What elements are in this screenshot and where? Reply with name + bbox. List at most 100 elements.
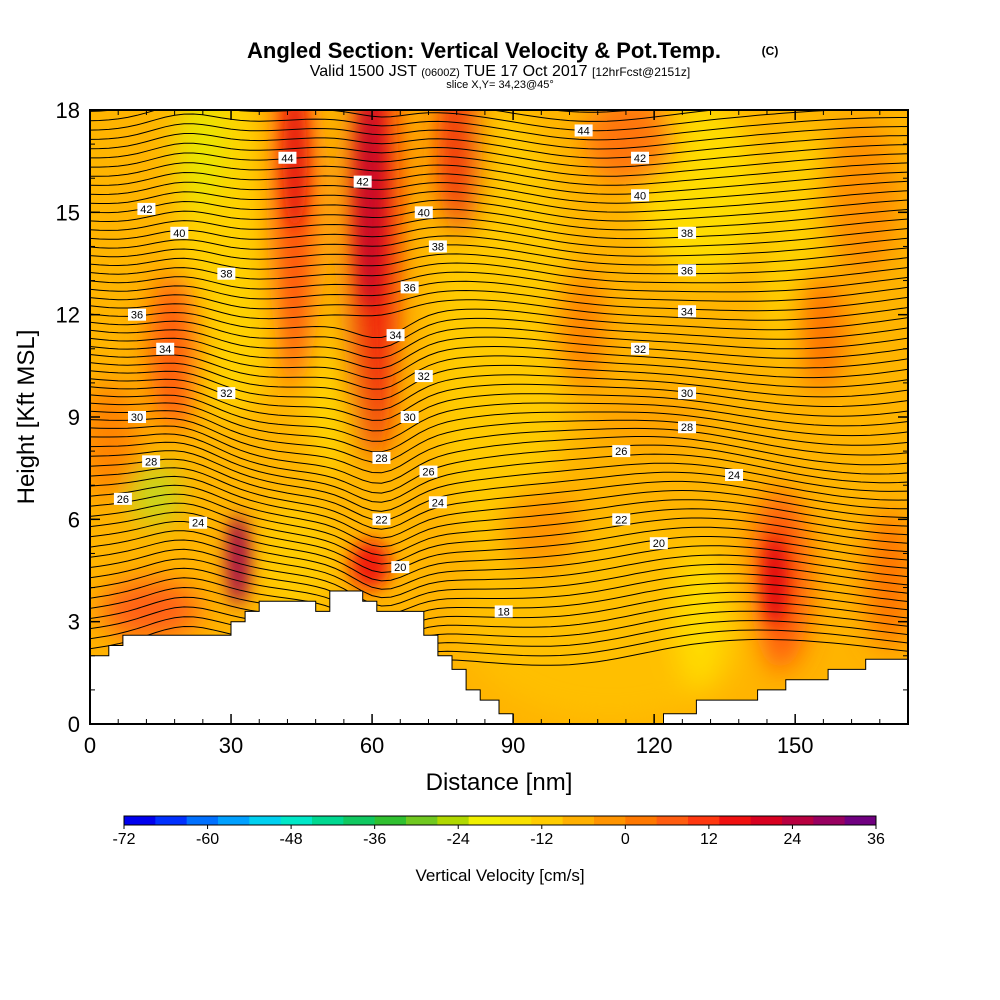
potential-temperature-contours (90, 110, 908, 674)
isentrope-line (90, 217, 908, 240)
y-tick-label: 6 (68, 507, 80, 532)
contour-label: 42 (631, 151, 650, 165)
svg-text:28: 28 (681, 422, 693, 434)
contour-label: 26 (113, 492, 132, 506)
svg-text:32: 32 (220, 388, 232, 400)
svg-text:34: 34 (159, 344, 171, 356)
colorbar-swatch (218, 816, 250, 825)
contour-label: 40 (631, 189, 650, 202)
colorbar-swatch (406, 816, 438, 825)
isentrope-line (90, 521, 908, 582)
contour-label: 40 (170, 226, 189, 240)
svg-text:38: 38 (432, 241, 444, 253)
isentrope-line (90, 625, 908, 674)
isentrope-line (90, 317, 908, 349)
contour-label: 32 (631, 342, 650, 356)
contour-label: 20 (649, 537, 668, 550)
colorbar-tick-label: -24 (447, 831, 470, 848)
isentrope-line (90, 299, 908, 321)
svg-text:40: 40 (173, 228, 185, 240)
isentrope-line (90, 539, 908, 599)
isentrope-line (90, 548, 908, 607)
isentrope-line (90, 308, 908, 338)
isentrope-line (90, 616, 908, 665)
svg-text:36: 36 (681, 265, 693, 277)
contour-label: 22 (372, 513, 391, 526)
contour-label: 38 (217, 267, 236, 281)
isentrope-line (90, 123, 908, 150)
svg-text:36: 36 (404, 282, 416, 294)
contour-label: 44 (278, 151, 297, 165)
colorbar-swatch (500, 816, 532, 825)
isentrope-line (90, 253, 908, 275)
svg-text:36: 36 (131, 310, 143, 322)
contour-label: 36 (678, 264, 697, 277)
colorbar-swatch (531, 816, 564, 825)
isentrope-line (90, 208, 908, 231)
isentrope-line (90, 345, 908, 380)
isentrope-line (90, 354, 908, 390)
valid-time-line: Valid 1500 JST (0600Z) TUE 17 Oct 2017 [… (310, 63, 690, 80)
colorbar-swatch (312, 816, 344, 825)
y-tick-label: 3 (68, 610, 80, 635)
isentrope-line (90, 171, 908, 195)
contour-label: 30 (128, 411, 147, 424)
contour-labels: 44 44 42 42 42 40 40 40 38 38 38 36 36 36 34 34 34 32 32 32… (113, 124, 744, 618)
colorbar-tick-label: -12 (530, 831, 553, 848)
contour-label: 40 (414, 206, 433, 219)
colorbar-tick-label: 36 (867, 831, 885, 848)
valid-prefix: Valid 1500 JST (310, 63, 418, 80)
contour-label: 38 (428, 240, 447, 253)
contour-label: 26 (612, 445, 631, 458)
colorbar-swatch (594, 816, 626, 825)
isentrope-line (90, 441, 908, 503)
contour-label: 30 (400, 411, 419, 424)
isentrope-line (90, 226, 908, 248)
forecast-tag: [12hrFcst@2151z] (592, 65, 690, 79)
colorbar-swatch (186, 816, 219, 825)
contour-label: 32 (217, 387, 236, 400)
isentrope-line (90, 336, 908, 369)
svg-text:44: 44 (281, 153, 293, 165)
svg-text:22: 22 (375, 514, 387, 526)
isentrope-line (90, 433, 908, 494)
contour-label: 24 (725, 468, 744, 482)
colorbar-tick-label: 24 (784, 831, 802, 848)
isentrope-line (90, 235, 908, 257)
isentrope-line (90, 142, 908, 168)
contour-label: 34 (678, 305, 697, 318)
y-tick-label: 15 (56, 200, 80, 225)
x-tick-label: 90 (501, 733, 525, 758)
svg-text:26: 26 (422, 467, 434, 479)
y-tick-label: 9 (68, 405, 80, 430)
colorbar-swatch (280, 816, 313, 825)
svg-text:42: 42 (357, 177, 369, 189)
svg-text:24: 24 (192, 518, 204, 530)
svg-text:24: 24 (432, 497, 444, 509)
valid-date: TUE 17 Oct 2017 (464, 63, 588, 80)
isentrope-line (90, 410, 908, 463)
y-tick-label: 18 (56, 98, 80, 123)
svg-text:28: 28 (145, 456, 157, 468)
colorbar-tick-label: -36 (363, 831, 386, 848)
colorbar-swatch (719, 816, 752, 825)
svg-text:26: 26 (615, 446, 627, 458)
colorbar-swatch (124, 816, 156, 825)
slice-info: slice X,Y= 34,23@45° (446, 79, 554, 91)
svg-text:34: 34 (681, 306, 693, 318)
contour-label: 30 (678, 387, 697, 400)
x-tick-label: 150 (777, 733, 814, 758)
svg-text:30: 30 (404, 412, 416, 424)
svg-text:38: 38 (681, 228, 693, 240)
valid-zulu: (0600Z) (421, 67, 460, 79)
svg-text:24: 24 (728, 470, 740, 482)
colorbar-tick-label: 0 (621, 831, 630, 848)
contour-label: 28 (142, 455, 161, 468)
y-axis-label: Height [Kft MSL] (13, 330, 40, 505)
svg-text:44: 44 (577, 125, 589, 137)
svg-text:26: 26 (117, 494, 129, 506)
colorbar-frame (123, 815, 877, 826)
isentrope-line (90, 511, 908, 574)
